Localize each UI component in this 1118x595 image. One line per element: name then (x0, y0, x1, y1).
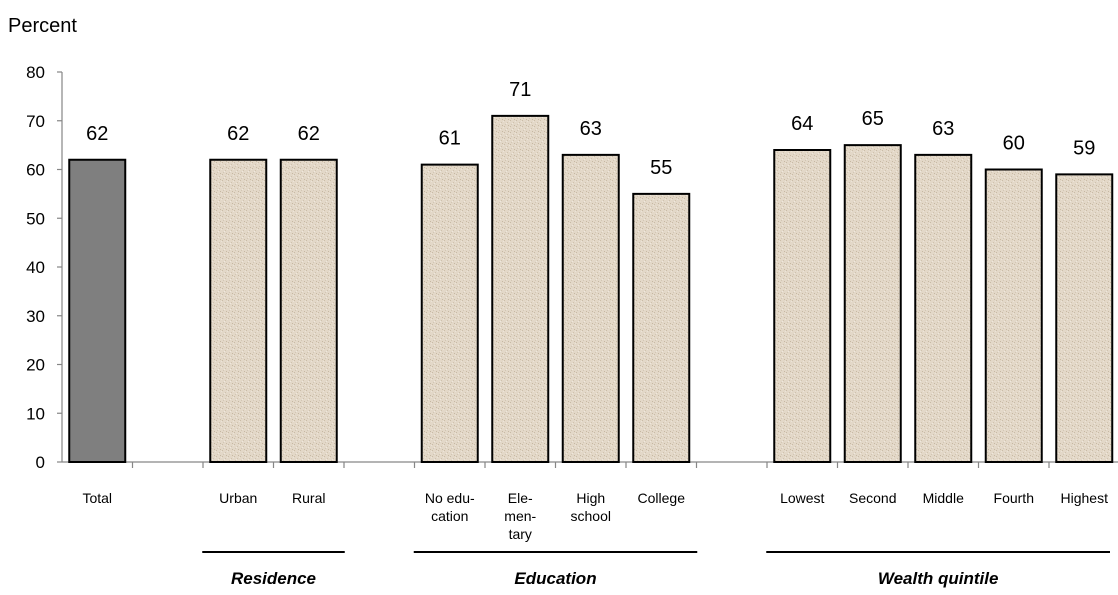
data-label: 71 (509, 79, 531, 101)
category-label: College (638, 490, 686, 506)
bar (914, 153, 973, 463)
group-label: Wealth quintile (878, 569, 999, 588)
category-label: No edu-cation (425, 490, 475, 524)
y-tick-label: 70 (26, 112, 45, 131)
data-label: 60 (1003, 133, 1025, 155)
category-label: Rural (292, 490, 325, 506)
bar (279, 158, 338, 463)
bar (561, 153, 620, 463)
bar (1055, 173, 1114, 463)
data-label: 63 (580, 118, 602, 140)
y-tick-label: 40 (26, 258, 45, 277)
data-label: 63 (932, 118, 954, 140)
category-label: Highest (1061, 490, 1109, 506)
group-label: Education (514, 569, 596, 588)
bar (843, 144, 902, 463)
data-label: 62 (298, 123, 320, 145)
data-label: 62 (86, 123, 108, 145)
y-axis-label: Percent (8, 15, 77, 37)
bar (984, 168, 1043, 463)
data-label: 55 (650, 157, 672, 179)
category-label: Middle (923, 490, 964, 506)
y-tick-label: 10 (26, 404, 45, 423)
data-label: 64 (791, 113, 813, 135)
data-label: 65 (862, 108, 884, 130)
value-labels: 62 62 62 61 71 63 55 64 65 63 60 59 (86, 79, 1095, 179)
data-label: 61 (439, 128, 461, 150)
y-tick-label: 20 (26, 356, 45, 375)
y-tick-label: 60 (26, 161, 45, 180)
y-tick-label: 80 (26, 63, 45, 82)
group-label: Residence (231, 569, 316, 588)
data-label: 59 (1073, 137, 1095, 159)
category-label: Lowest (780, 490, 824, 506)
bars (68, 114, 1114, 463)
group-labels: Residence Education Wealth quintile (202, 551, 1110, 588)
bar (209, 158, 268, 463)
bar (68, 158, 127, 463)
category-label: Urban (219, 490, 257, 506)
bar (632, 192, 691, 463)
category-label: Fourth (994, 490, 1034, 506)
category-label: Second (849, 490, 896, 506)
category-labels: Total Urban Rural No edu-cation Ele-men-tary… (82, 490, 1108, 542)
y-tick-label: 30 (26, 307, 45, 326)
bar (420, 163, 479, 463)
category-label: Total (82, 490, 112, 506)
category-label: High school (571, 490, 611, 524)
category-label: Ele-men-tary (504, 490, 536, 542)
y-axis: 0 10 20 30 40 50 60 70 80 (26, 63, 63, 472)
y-tick-label: 0 (36, 453, 45, 472)
bar (773, 149, 832, 463)
data-label: 62 (227, 123, 249, 145)
bar (491, 114, 550, 463)
y-tick-label: 50 (26, 209, 45, 228)
